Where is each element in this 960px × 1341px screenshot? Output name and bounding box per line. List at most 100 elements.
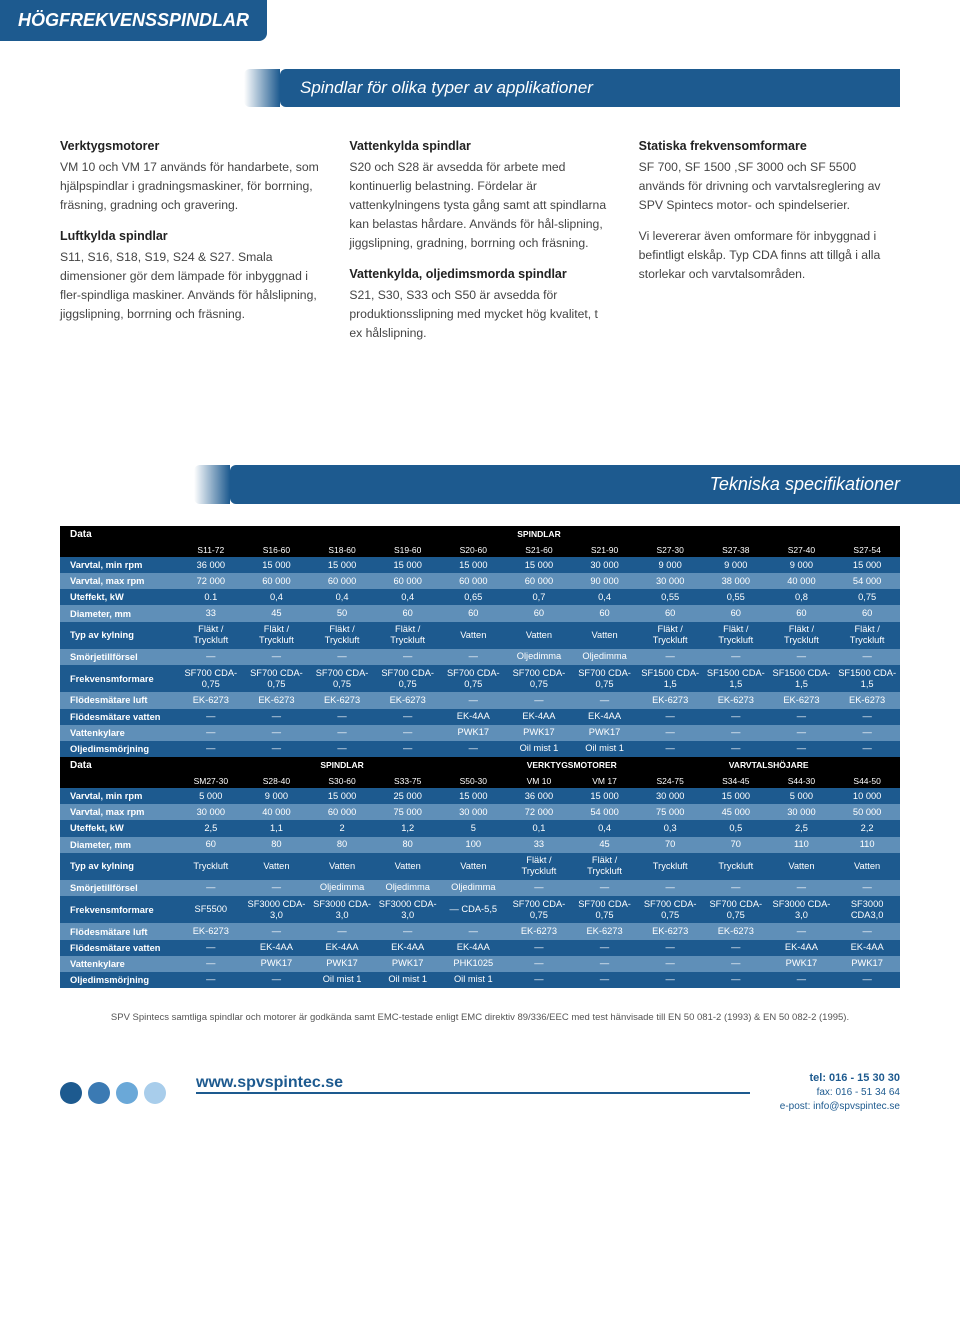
table-cell: — [834,972,900,988]
table-cell: SF3000 CDA-3,0 [309,896,375,923]
table-cell: — [178,741,244,757]
table-cell: PWK17 [375,956,441,972]
table-cell: — [703,880,769,896]
table-cell: SF700 CDA-0,75 [572,665,638,692]
column-heading: Vattenkylda, oljedimsmorda spindlar [349,265,610,284]
table-row: Flödesmätare vatten—EK-4AAEK-4AAEK-4AAEK… [60,940,900,956]
table-cell: 0,4 [244,589,310,605]
table-row: Uteffekt, kW2,51,121,250,10,40,30,52,52,… [60,820,900,836]
table-cell: 70 [703,837,769,853]
table-cell: PWK17 [441,725,507,741]
table-cell: — [178,649,244,665]
table-cell: 50 000 [834,804,900,820]
table-cell: 60 [178,837,244,853]
table-cell: Vatten [506,622,572,649]
row-label: Vattenkylare [60,956,178,972]
footer: www.spvspintec.se tel: 016 - 15 30 30 fa… [0,1063,960,1132]
table-cell: — [244,725,310,741]
table-cell: 60 000 [506,573,572,589]
table-cell: — [703,972,769,988]
website-url[interactable]: www.spvspintec.se [196,1074,357,1092]
table-cell: — [506,972,572,988]
table-cell: SF700 CDA-0,75 [375,665,441,692]
table-cell: 30 000 [572,557,638,573]
table-cell: EK-4AA [441,709,507,725]
table-cell: Fläkt / Tryckluft [572,853,638,880]
row-label: Diameter, mm [60,605,178,621]
section-banner-1-text: Spindlar för olika typer av applikatione… [280,69,900,107]
table-cell: 100 [441,837,507,853]
table-cell: SF700 CDA-0,75 [572,896,638,923]
table-cell: — [309,741,375,757]
table-cell: — [703,725,769,741]
table-col-header: S19-60 [375,542,441,557]
table-row: FrekvensmformareSF5500SF3000 CDA-3,0SF30… [60,896,900,923]
table-cell: 15 000 [309,557,375,573]
table-cell: 50 [309,605,375,621]
table-cell: — CDA-5,5 [441,896,507,923]
table-cell: 15 000 [834,557,900,573]
table-cell: — [703,709,769,725]
table-cell: 60 [769,605,835,621]
table-cell: SF700 CDA-0,75 [637,896,703,923]
table-row: Diameter, mm6080808010033457070110110 [60,837,900,853]
table-cell: EK-6273 [572,923,638,939]
table-cell: SF5500 [178,896,244,923]
table-cell: 90 000 [572,573,638,589]
table-col-header: S27-38 [703,542,769,557]
column-heading: Statiska frekvensomformare [639,137,900,156]
table-cell: 80 [375,837,441,853]
table-row: Varvtal, max rpm72 00060 00060 00060 000… [60,573,900,589]
column-heading: Verktygsmotorer [60,137,321,156]
table-cell: SF1500 CDA-1,5 [834,665,900,692]
table-col-header: S24-75 [637,773,703,788]
table-cell: Vatten [441,853,507,880]
table-cell: 15 000 [309,788,375,804]
row-label: Smörjetillförsel [60,649,178,665]
table-col-header: S27-54 [834,542,900,557]
row-label: Varvtal, min rpm [60,788,178,804]
table-cell: Fläkt / Tryckluft [178,622,244,649]
table-cell: Oil mist 1 [441,972,507,988]
table-cell: — [506,692,572,708]
table-cell: EK-6273 [178,692,244,708]
table-cell: PWK17 [244,956,310,972]
table-cell: EK-4AA [244,940,310,956]
brand-dot [60,1082,82,1104]
row-label: Flödesmätare vatten [60,940,178,956]
column-paragraph: SF 700, SF 1500 ,SF 3000 och SF 5500 anv… [639,158,900,215]
table-cell: 0,75 [834,589,900,605]
table-cell: — [244,709,310,725]
table-row: Flödesmätare vatten————EK-4AAEK-4AAEK-4A… [60,709,900,725]
column-paragraph: S11, S16, S18, S19, S24 & S27. Smala dim… [60,248,321,324]
table-cell: SF700 CDA-0,75 [703,896,769,923]
row-label: Flödesmätare luft [60,692,178,708]
table-cell: SF3000 CDA3,0 [834,896,900,923]
table-cell: 30 000 [769,804,835,820]
table-cell: — [506,880,572,896]
table-cell: EK-4AA [769,940,835,956]
table-cell: 60 [834,605,900,621]
table-col-header: S28-40 [244,773,310,788]
table-cell: — [178,880,244,896]
table-cell: SF700 CDA-0,75 [178,665,244,692]
row-label: Flödesmätare luft [60,923,178,939]
table-cell: 45 [244,605,310,621]
table-cell: 15 000 [441,788,507,804]
table-cell: — [178,709,244,725]
table-cell: SF700 CDA-0,75 [506,665,572,692]
table-cell: — [441,692,507,708]
table-cell: 0,3 [637,820,703,836]
table-cell: 72 000 [506,804,572,820]
table-cell: 30 000 [178,804,244,820]
table-cell: — [769,741,835,757]
table-cell: SF3000 CDA-3,0 [769,896,835,923]
table-cell: 60 000 [309,573,375,589]
table-header-data: Data [60,757,178,773]
table-cell: PHK1025 [441,956,507,972]
table-cell: 9 000 [637,557,703,573]
table-cell: EK-6273 [178,923,244,939]
table-row: Varvtal, min rpm5 0009 00015 00025 00015… [60,788,900,804]
table-cell: Oljedimma [506,649,572,665]
column-heading: Luftkylda spindlar [60,227,321,246]
